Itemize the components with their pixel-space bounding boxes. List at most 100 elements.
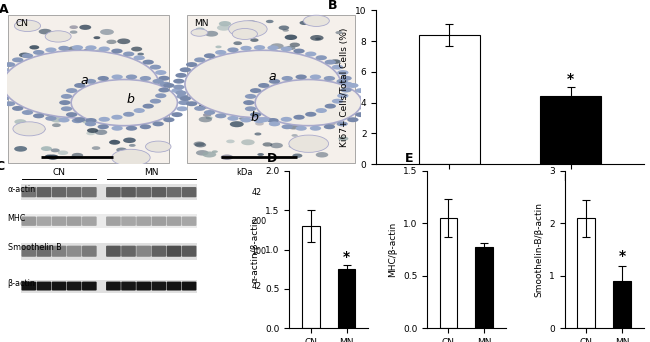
Circle shape bbox=[107, 56, 119, 61]
Circle shape bbox=[186, 101, 198, 106]
Circle shape bbox=[159, 76, 170, 81]
Circle shape bbox=[126, 126, 137, 131]
Circle shape bbox=[98, 124, 109, 129]
Circle shape bbox=[239, 117, 245, 120]
Circle shape bbox=[316, 152, 328, 158]
Circle shape bbox=[173, 79, 185, 84]
Circle shape bbox=[37, 106, 48, 111]
Circle shape bbox=[315, 38, 321, 40]
Circle shape bbox=[131, 47, 142, 51]
Circle shape bbox=[47, 155, 58, 160]
Text: E: E bbox=[405, 152, 413, 165]
Bar bbox=[8, 15, 170, 163]
FancyBboxPatch shape bbox=[67, 187, 81, 197]
Circle shape bbox=[46, 116, 57, 121]
Circle shape bbox=[185, 50, 341, 118]
Circle shape bbox=[133, 108, 145, 113]
Circle shape bbox=[51, 117, 64, 122]
Circle shape bbox=[250, 38, 259, 42]
Circle shape bbox=[270, 43, 283, 49]
Circle shape bbox=[271, 50, 278, 53]
Circle shape bbox=[233, 41, 242, 45]
Circle shape bbox=[226, 140, 235, 143]
Circle shape bbox=[305, 112, 317, 117]
Circle shape bbox=[202, 152, 216, 158]
Circle shape bbox=[85, 45, 97, 50]
FancyBboxPatch shape bbox=[82, 246, 97, 257]
Circle shape bbox=[186, 62, 198, 67]
Circle shape bbox=[72, 153, 83, 158]
Circle shape bbox=[196, 150, 209, 156]
Bar bbox=[577, 218, 595, 328]
Bar bbox=[613, 281, 631, 328]
Circle shape bbox=[316, 55, 327, 60]
Text: kDa: kDa bbox=[237, 168, 253, 177]
Circle shape bbox=[111, 49, 123, 53]
Circle shape bbox=[229, 21, 267, 37]
Y-axis label: α-actin/β-actin: α-actin/β-actin bbox=[251, 216, 259, 283]
Circle shape bbox=[263, 142, 272, 147]
Circle shape bbox=[258, 83, 270, 88]
Circle shape bbox=[140, 76, 151, 81]
Circle shape bbox=[127, 67, 140, 73]
FancyBboxPatch shape bbox=[21, 187, 36, 197]
Circle shape bbox=[74, 117, 85, 122]
Circle shape bbox=[22, 110, 33, 115]
Circle shape bbox=[195, 142, 206, 147]
Circle shape bbox=[289, 145, 296, 148]
Bar bbox=[21, 184, 197, 200]
Circle shape bbox=[289, 135, 329, 152]
Circle shape bbox=[155, 93, 166, 98]
FancyBboxPatch shape bbox=[182, 281, 196, 290]
Circle shape bbox=[244, 21, 258, 26]
Text: a: a bbox=[81, 74, 88, 87]
FancyBboxPatch shape bbox=[36, 281, 51, 290]
Circle shape bbox=[92, 146, 100, 150]
Circle shape bbox=[285, 46, 296, 50]
FancyBboxPatch shape bbox=[67, 246, 81, 257]
Circle shape bbox=[116, 147, 127, 152]
Circle shape bbox=[341, 88, 352, 92]
Bar bbox=[21, 214, 197, 228]
Circle shape bbox=[163, 117, 175, 122]
Circle shape bbox=[337, 70, 348, 75]
Circle shape bbox=[172, 112, 183, 117]
FancyBboxPatch shape bbox=[121, 216, 136, 226]
FancyBboxPatch shape bbox=[52, 281, 66, 290]
Circle shape bbox=[106, 120, 116, 124]
Circle shape bbox=[178, 100, 190, 105]
Circle shape bbox=[296, 59, 305, 63]
Text: 42: 42 bbox=[252, 282, 261, 291]
Text: MHC: MHC bbox=[8, 214, 26, 223]
Circle shape bbox=[283, 29, 289, 32]
Circle shape bbox=[310, 126, 321, 131]
Circle shape bbox=[217, 25, 231, 31]
Circle shape bbox=[281, 124, 293, 129]
Circle shape bbox=[129, 144, 136, 147]
Circle shape bbox=[194, 57, 205, 62]
Bar bbox=[540, 96, 601, 164]
Circle shape bbox=[341, 76, 352, 81]
Circle shape bbox=[347, 83, 359, 88]
Circle shape bbox=[196, 27, 205, 31]
Circle shape bbox=[337, 93, 348, 98]
FancyBboxPatch shape bbox=[106, 187, 121, 197]
FancyBboxPatch shape bbox=[106, 246, 121, 257]
Circle shape bbox=[112, 126, 123, 131]
Circle shape bbox=[140, 124, 151, 129]
Circle shape bbox=[12, 106, 23, 111]
FancyBboxPatch shape bbox=[182, 246, 196, 257]
Circle shape bbox=[250, 112, 261, 117]
Circle shape bbox=[243, 100, 254, 105]
Circle shape bbox=[269, 79, 280, 84]
Circle shape bbox=[179, 67, 191, 72]
FancyBboxPatch shape bbox=[151, 187, 166, 197]
FancyBboxPatch shape bbox=[21, 246, 36, 257]
Circle shape bbox=[19, 53, 31, 57]
Circle shape bbox=[215, 114, 226, 118]
Circle shape bbox=[176, 94, 188, 99]
Text: 100: 100 bbox=[252, 247, 266, 256]
Circle shape bbox=[142, 60, 154, 65]
FancyBboxPatch shape bbox=[52, 246, 66, 257]
Circle shape bbox=[83, 48, 94, 53]
